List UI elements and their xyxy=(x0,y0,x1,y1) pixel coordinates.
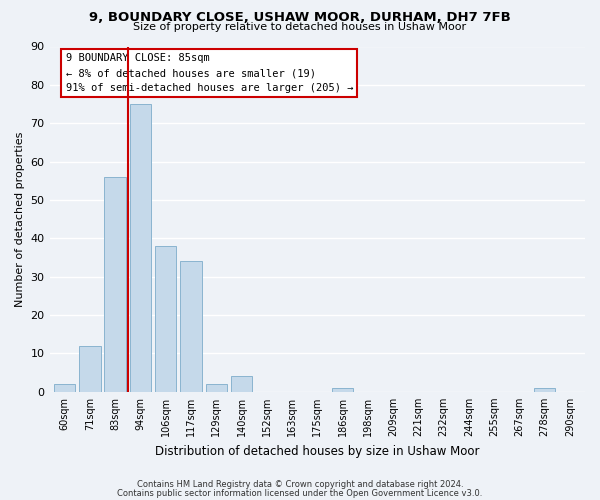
Bar xyxy=(180,262,202,392)
Bar xyxy=(155,246,176,392)
Bar xyxy=(104,177,126,392)
Text: Contains public sector information licensed under the Open Government Licence v3: Contains public sector information licen… xyxy=(118,488,482,498)
Text: Size of property relative to detached houses in Ushaw Moor: Size of property relative to detached ho… xyxy=(133,22,467,32)
Text: 9, BOUNDARY CLOSE, USHAW MOOR, DURHAM, DH7 7FB: 9, BOUNDARY CLOSE, USHAW MOOR, DURHAM, D… xyxy=(89,11,511,24)
X-axis label: Distribution of detached houses by size in Ushaw Moor: Distribution of detached houses by size … xyxy=(155,444,479,458)
Bar xyxy=(54,384,76,392)
Bar xyxy=(332,388,353,392)
Bar xyxy=(231,376,252,392)
Bar xyxy=(130,104,151,392)
Bar xyxy=(206,384,227,392)
Text: Contains HM Land Registry data © Crown copyright and database right 2024.: Contains HM Land Registry data © Crown c… xyxy=(137,480,463,489)
Bar xyxy=(534,388,556,392)
Y-axis label: Number of detached properties: Number of detached properties xyxy=(15,132,25,307)
Bar xyxy=(79,346,101,392)
Text: 9 BOUNDARY CLOSE: 85sqm
← 8% of detached houses are smaller (19)
91% of semi-det: 9 BOUNDARY CLOSE: 85sqm ← 8% of detached… xyxy=(65,54,353,93)
